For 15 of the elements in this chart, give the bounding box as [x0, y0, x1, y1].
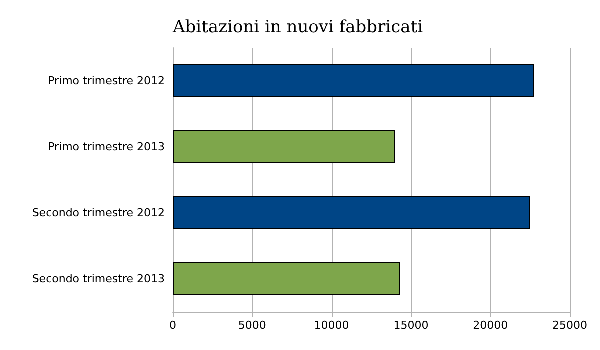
x-tick-label: 5000 — [238, 319, 266, 332]
x-tick-label: 25000 — [552, 319, 588, 332]
bar — [173, 196, 530, 230]
y-tick-label: Secondo trimestre 2012 — [32, 206, 165, 220]
y-tick-label: Secondo trimestre 2013 — [32, 272, 165, 286]
bar — [173, 262, 400, 296]
x-tick-label: 0 — [170, 319, 176, 332]
y-tick-label: Primo trimestre 2012 — [48, 74, 165, 88]
x-tick-label: 10000 — [314, 319, 350, 332]
x-tick-label: 15000 — [394, 319, 429, 332]
x-tick-label: 20000 — [473, 319, 508, 332]
bar — [173, 130, 396, 164]
bar — [173, 64, 534, 98]
chart-title: Abitazioni in nuovi fabbricati — [172, 18, 424, 38]
y-tick-label: Primo trimestre 2013 — [48, 140, 165, 154]
